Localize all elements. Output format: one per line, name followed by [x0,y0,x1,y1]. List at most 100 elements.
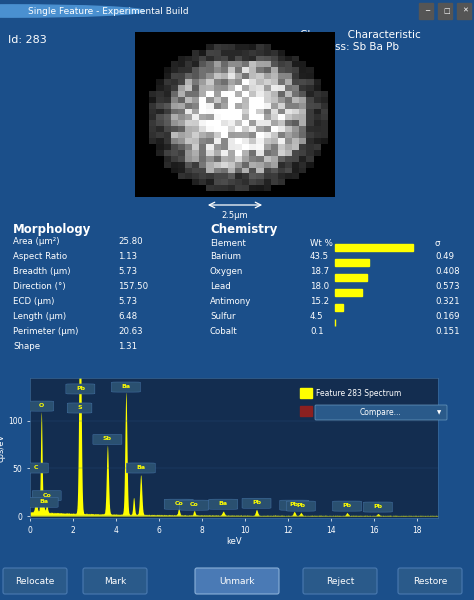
FancyBboxPatch shape [29,401,54,411]
Text: Compare...: Compare... [359,408,401,417]
Text: Ba: Ba [219,501,228,506]
Text: Unmark: Unmark [219,577,255,586]
Text: O: O [39,403,44,408]
Bar [457,4,471,19]
Text: 15.2: 15.2 [310,297,329,306]
Text: Lead: Lead [210,282,231,291]
Text: Wt %: Wt % [310,239,333,248]
FancyBboxPatch shape [164,499,193,509]
Text: 5.73: 5.73 [118,297,137,306]
Text: Sulfur: Sulfur [210,312,236,321]
Text: Relocate: Relocate [15,577,55,586]
Text: □: □ [443,8,450,14]
FancyBboxPatch shape [111,382,140,392]
Text: Pb: Pb [76,386,85,391]
FancyBboxPatch shape [29,497,58,508]
Bar [335,259,369,266]
Text: Sb: Sb [103,436,112,442]
Text: 0.1: 0.1 [310,327,324,336]
FancyBboxPatch shape [66,384,95,394]
Y-axis label: cps/eV: cps/eV [0,434,5,462]
Text: Length (μm): Length (μm) [13,312,66,321]
FancyBboxPatch shape [83,568,147,594]
Text: Pb: Pb [252,500,261,505]
Text: 20.63: 20.63 [118,327,143,336]
Text: Oxygen: Oxygen [210,267,243,276]
Text: Area (μm²): Area (μm²) [13,237,60,246]
Text: Morphology: Morphology [13,223,91,236]
Text: 0.321: 0.321 [435,297,460,306]
Text: ✕: ✕ [463,8,468,14]
Text: 1.31: 1.31 [118,342,137,351]
Text: S: S [77,405,82,410]
FancyBboxPatch shape [32,491,61,500]
Text: Single Feature - Experimental Build: Single Feature - Experimental Build [28,7,189,16]
Text: 18.0: 18.0 [310,282,329,291]
FancyBboxPatch shape [364,502,392,512]
FancyBboxPatch shape [315,405,447,420]
X-axis label: keV: keV [226,538,242,547]
Bar [300,406,312,416]
Text: Pb: Pb [296,503,305,508]
Text: Ba: Ba [39,499,48,505]
Text: Ba: Ba [136,465,145,470]
Text: Co: Co [42,493,51,497]
Bar [438,4,452,19]
FancyBboxPatch shape [24,463,48,473]
FancyBboxPatch shape [93,434,122,445]
Text: 157.50: 157.50 [118,282,148,291]
FancyBboxPatch shape [286,501,315,511]
Text: 1.13: 1.13 [118,252,137,261]
FancyBboxPatch shape [3,568,67,594]
Text: Antimony: Antimony [210,297,251,306]
Text: 0.573: 0.573 [435,282,460,291]
FancyBboxPatch shape [333,501,362,511]
Text: Cobalt: Cobalt [210,327,238,336]
Text: Element: Element [210,239,246,248]
Text: 18.7: 18.7 [310,267,329,276]
Text: Subclass: Sb Ba Pb: Subclass: Sb Ba Pb [300,42,399,52]
Text: 6.48: 6.48 [118,312,137,321]
Text: σ: σ [435,239,440,248]
Text: 25.80: 25.80 [118,237,143,246]
Text: Co: Co [190,502,199,507]
Text: Co: Co [174,501,183,506]
Text: Direction (°): Direction (°) [13,282,65,291]
Text: C: C [34,465,38,470]
Text: Chemistry: Chemistry [210,223,277,236]
Bar [335,304,343,311]
Text: 43.5: 43.5 [310,252,329,261]
FancyBboxPatch shape [303,568,377,594]
Text: 0.151: 0.151 [435,327,460,336]
Text: Barium: Barium [210,252,241,261]
Text: 0.408: 0.408 [435,267,460,276]
FancyBboxPatch shape [398,568,462,594]
Text: 2.5μm: 2.5μm [222,211,248,220]
Text: Id: 283: Id: 283 [8,35,47,45]
FancyBboxPatch shape [67,403,92,413]
FancyBboxPatch shape [242,498,271,508]
FancyBboxPatch shape [180,500,209,510]
Bar [419,4,433,19]
Text: Restore: Restore [413,577,447,586]
Text: ─: ─ [426,8,429,14]
FancyBboxPatch shape [126,463,155,473]
Bar [335,289,362,296]
Text: Breadth (μm): Breadth (μm) [13,267,71,276]
Circle shape [0,5,145,17]
Text: 4.5: 4.5 [310,312,324,321]
Text: Shape: Shape [13,342,40,351]
Text: 5.73: 5.73 [118,267,137,276]
Text: Class:     Characteristic: Class: Characteristic [300,30,421,40]
Text: Mark: Mark [104,577,126,586]
Text: ▼: ▼ [437,410,441,415]
FancyBboxPatch shape [195,568,279,594]
Text: Pb: Pb [374,504,383,509]
Bar [335,244,413,251]
Text: Pb: Pb [343,503,352,508]
Bar [335,274,367,281]
Bar [300,388,312,398]
Text: Ba: Ba [121,384,130,389]
Text: Feature 283 Spectrum: Feature 283 Spectrum [316,389,401,397]
Text: Reject: Reject [326,577,354,586]
